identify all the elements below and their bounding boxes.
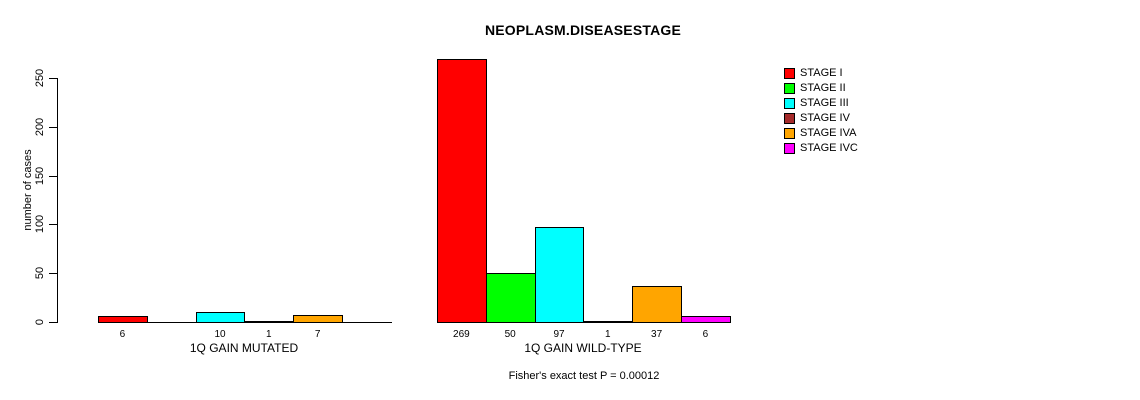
fisher-test-annotation: Fisher's exact test P = 0.00012 [508, 370, 660, 382]
legend-label: STAGE IV [800, 112, 850, 124]
legend-swatch-stage-iii [784, 98, 795, 109]
legend-label: STAGE I [800, 67, 843, 79]
bar-value-label: 269 [453, 329, 470, 340]
legend-swatch-stage-i [784, 68, 795, 79]
y-axis-tick [49, 176, 57, 177]
bar-value-label: 6 [119, 329, 126, 340]
legend-label: STAGE II [800, 82, 846, 94]
y-axis-tick-label: 50 [34, 266, 46, 280]
legend-swatch-stage-iva [784, 128, 795, 139]
legend-swatch-stage-iv [784, 113, 795, 124]
bar-value-label: 1 [605, 329, 611, 340]
bar-stage-iii [196, 312, 245, 323]
y-axis-tick-label: 250 [34, 68, 46, 88]
y-axis-tick [49, 224, 57, 225]
x-category-label-mutated: 1Q GAIN MUTATED [189, 341, 299, 355]
bar-stage-ivc [342, 322, 392, 323]
y-axis-tick [49, 127, 57, 128]
bar-stage-i [98, 316, 148, 323]
legend-swatch-stage-ivc [784, 143, 795, 154]
legend-label: STAGE IVA [800, 127, 857, 139]
bar-stage-ivc [681, 316, 731, 323]
bar-stage-i [437, 59, 487, 323]
chart-title: NEOPLASM.DISEASESTAGE [484, 22, 682, 38]
y-axis-tick-label: 100 [34, 214, 46, 234]
legend-label: STAGE III [800, 97, 849, 109]
bar-stage-ii [486, 273, 536, 323]
bar-stage-iva [293, 315, 343, 323]
bar-value-label: 50 [504, 329, 516, 340]
bar-value-label: 37 [651, 329, 663, 340]
bar-value-label: 97 [553, 329, 565, 340]
bar-value-label: 1 [266, 329, 272, 340]
legend-swatch-stage-ii [784, 83, 795, 94]
bar-stage-iva [632, 286, 682, 323]
y-axis-tick-label: 0 [34, 318, 46, 326]
legend-label: STAGE IVC [800, 142, 858, 154]
bar-stage-iii [535, 227, 584, 323]
x-category-label-wild-type: 1Q GAIN WILD-TYPE [524, 341, 642, 355]
bar-stage-ii [147, 322, 197, 323]
bar-stage-iv [583, 321, 633, 323]
bar-value-label: 10 [214, 329, 226, 340]
y-axis-line [57, 78, 58, 323]
y-axis-tick-label: 200 [34, 117, 46, 137]
y-axis-tick [49, 78, 57, 79]
bar-stage-iv [244, 321, 294, 323]
y-axis-tick [49, 273, 57, 274]
y-axis-tick [49, 322, 57, 323]
y-axis-tick-label: 150 [34, 166, 46, 186]
bar-value-label: 6 [702, 329, 709, 340]
bar-value-label: 7 [314, 329, 321, 340]
